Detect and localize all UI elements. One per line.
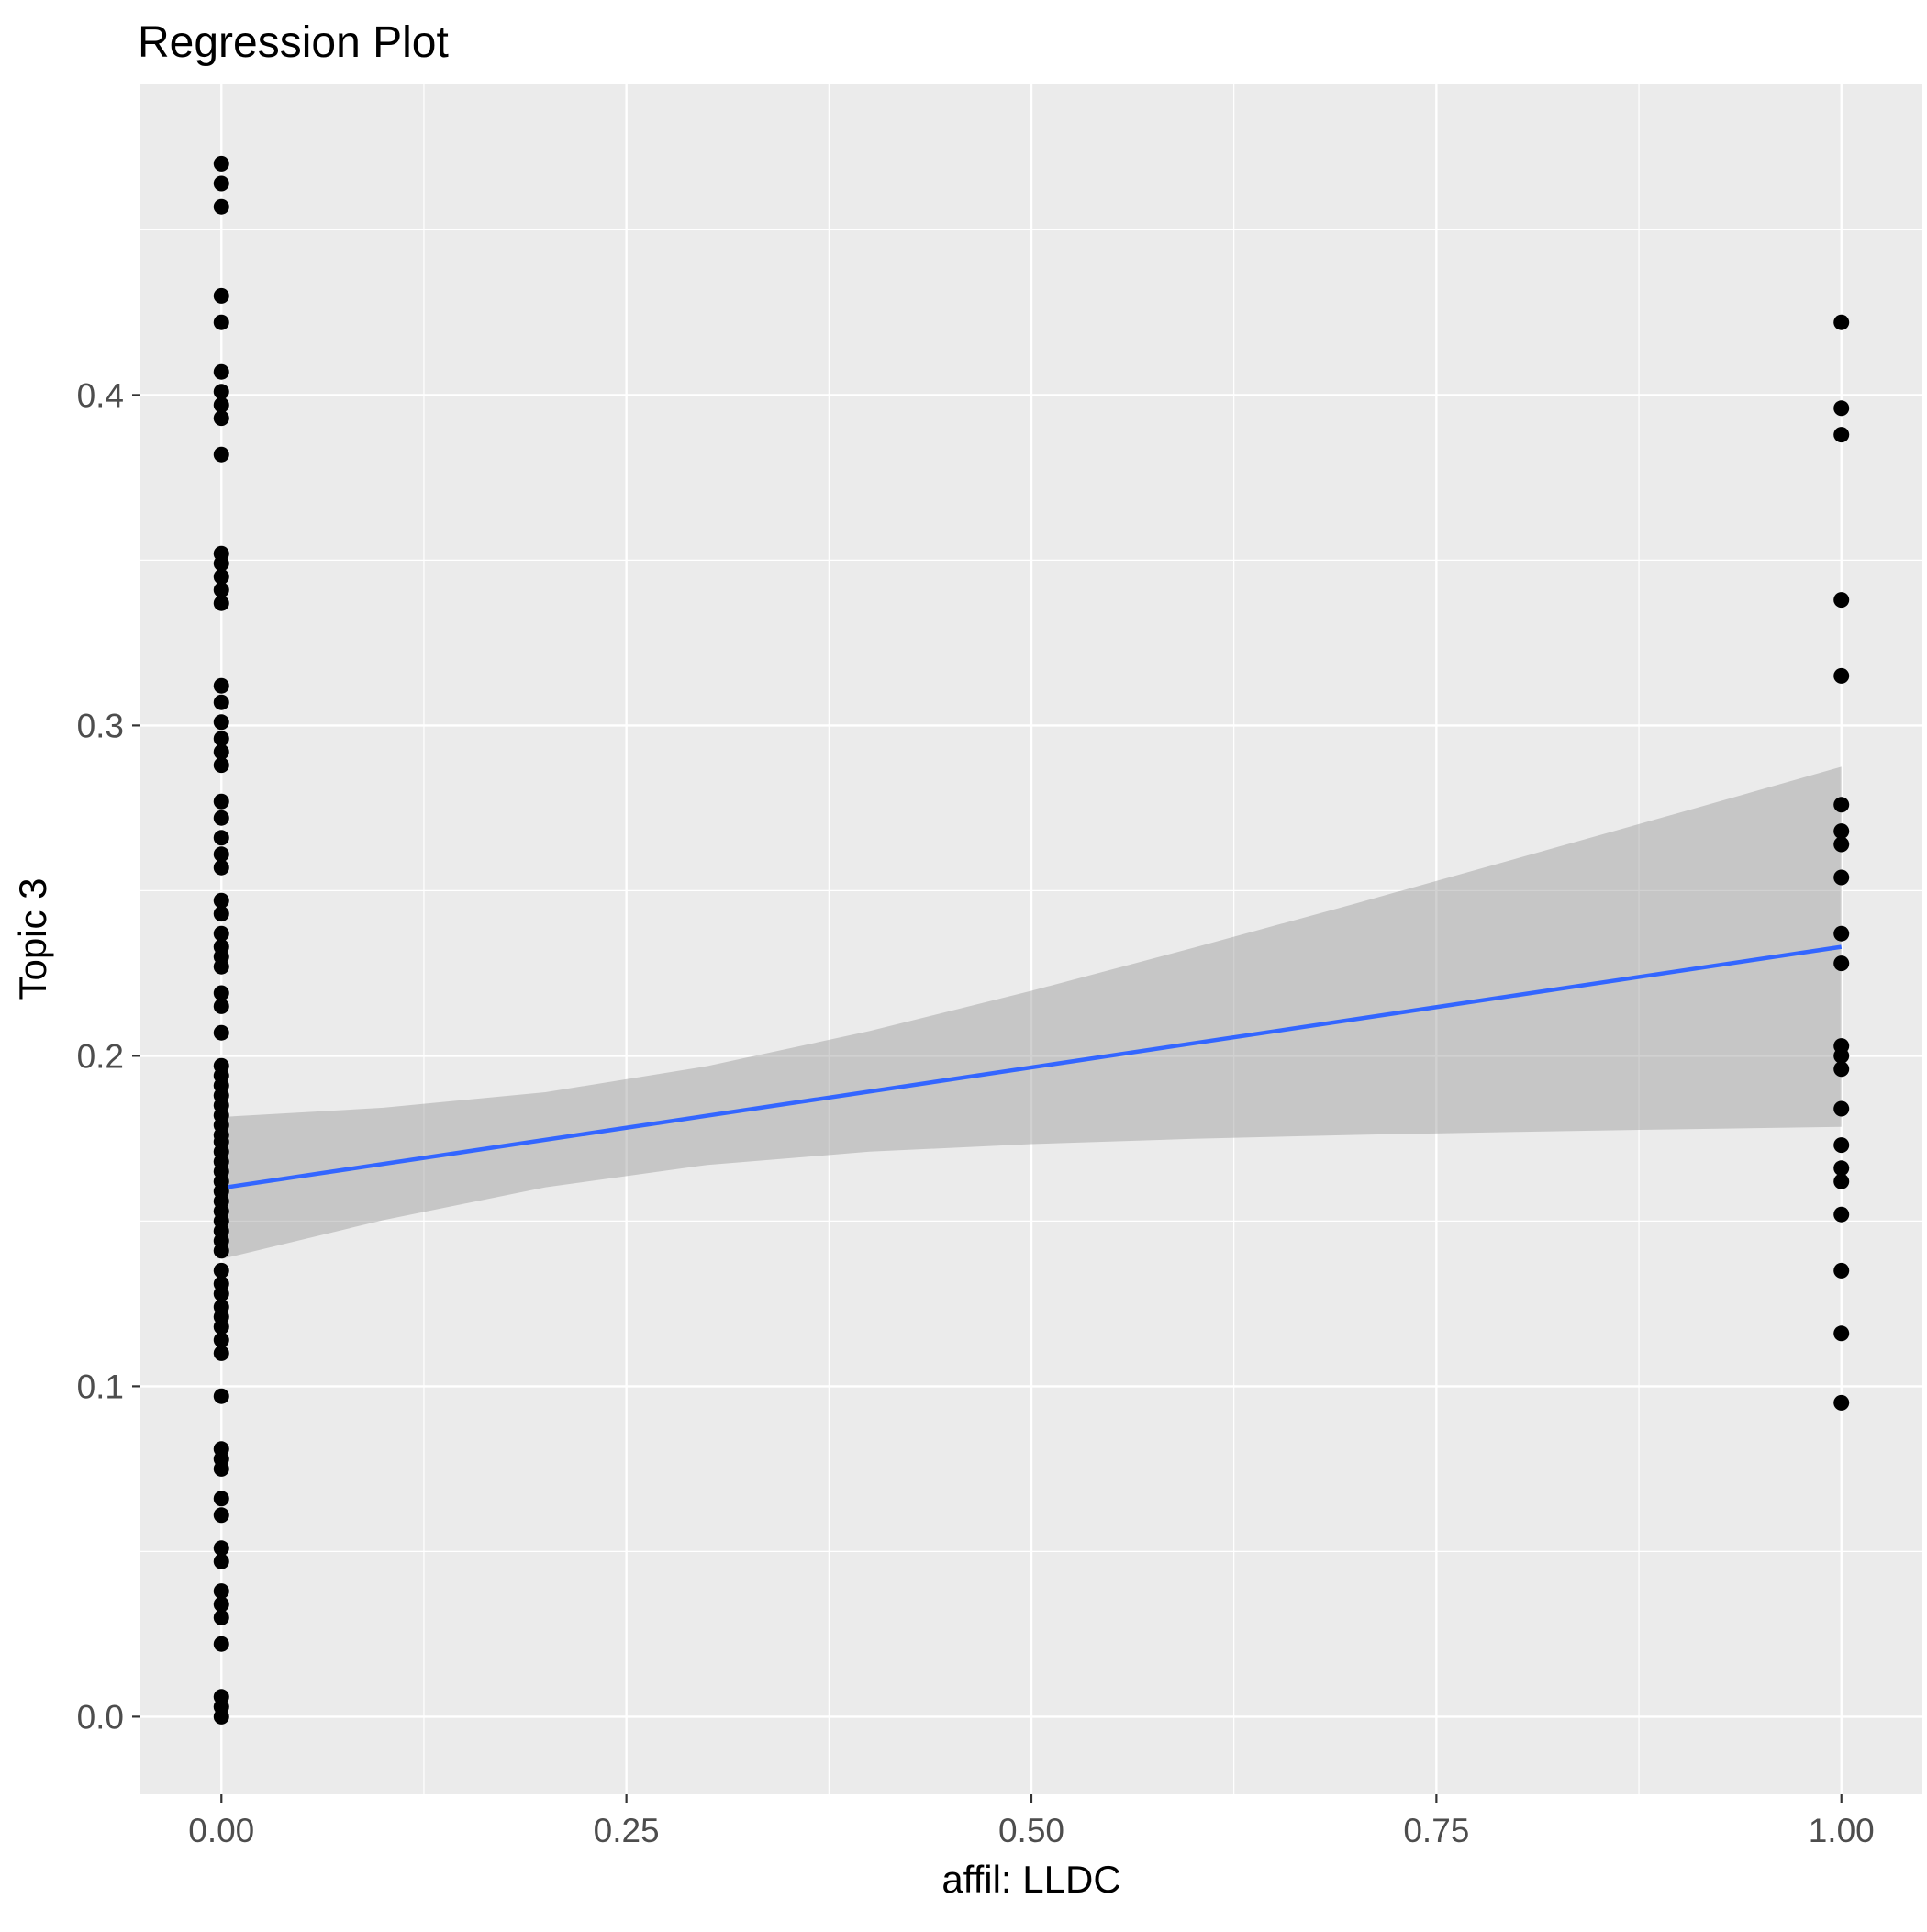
plot-title: Regression Plot (138, 18, 449, 67)
data-point (1833, 823, 1850, 840)
x-tick-label: 0.00 (188, 1812, 254, 1849)
data-point (1833, 925, 1850, 942)
data-point (1833, 1173, 1850, 1189)
y-tick-label: 0.1 (77, 1368, 124, 1405)
data-point (1833, 1160, 1850, 1177)
data-point (213, 1319, 229, 1335)
data-point (213, 694, 229, 710)
data-point (213, 714, 229, 731)
regression-line (220, 944, 1843, 1190)
data-point (213, 410, 229, 427)
data-point (213, 1460, 229, 1477)
data-point (213, 810, 229, 826)
data-point (1833, 427, 1850, 443)
data-point (213, 384, 229, 400)
data-point (213, 731, 229, 747)
x-tick-label: 0.50 (998, 1812, 1064, 1849)
data-point (1833, 1262, 1850, 1279)
data-point (213, 1286, 229, 1302)
data-point (213, 985, 229, 1001)
data-point (1833, 1325, 1850, 1342)
data-point (213, 998, 229, 1014)
data-point (213, 743, 229, 760)
y-axis-title: Topic 3 (11, 877, 54, 1000)
data-point (1833, 400, 1850, 417)
data-point (213, 363, 229, 380)
data-point (1833, 1137, 1850, 1154)
data-point (1833, 836, 1850, 853)
y-tick-label: 0.2 (77, 1037, 124, 1075)
data-point (213, 582, 229, 598)
data-point (213, 958, 229, 975)
data-point (1833, 1100, 1850, 1117)
data-point (1833, 955, 1850, 972)
data-point (213, 1540, 229, 1557)
data-point (213, 1491, 229, 1507)
data-point (213, 396, 229, 413)
data-point (213, 757, 229, 774)
data-point (213, 595, 229, 611)
data-point (213, 925, 229, 942)
x-tick-label: 1.00 (1809, 1812, 1875, 1849)
data-point (1833, 1047, 1850, 1064)
data-point (1833, 797, 1850, 813)
data-point (213, 1609, 229, 1625)
x-tick-label: 0.25 (594, 1812, 660, 1849)
y-tick-label: 0.4 (77, 376, 124, 414)
data-point (1833, 592, 1850, 609)
panel-layer (140, 84, 1922, 1794)
data-point (213, 1345, 229, 1361)
data-point (213, 1243, 229, 1259)
data-point (213, 1388, 229, 1404)
data-point (213, 198, 229, 215)
data-point (213, 892, 229, 909)
data-point (213, 155, 229, 172)
data-point (213, 793, 229, 810)
data-point (1833, 667, 1850, 684)
data-point (213, 1708, 229, 1725)
y-tick-label: 0.0 (77, 1698, 124, 1736)
data-point (213, 1024, 229, 1041)
data-point (213, 314, 229, 330)
data-point (213, 287, 229, 304)
data-point (213, 677, 229, 694)
data-point (1833, 869, 1850, 886)
data-point (213, 1583, 229, 1600)
data-point (213, 1553, 229, 1569)
data-point (213, 555, 229, 572)
data-point (1833, 1061, 1850, 1078)
data-point (213, 1507, 229, 1524)
data-point (1833, 314, 1850, 330)
data-point (1833, 1394, 1850, 1411)
data-point (213, 830, 229, 846)
data-point (213, 859, 229, 876)
data-point (213, 1636, 229, 1652)
data-point (213, 446, 229, 463)
x-axis-title: affil: LLDC (941, 1858, 1120, 1901)
y-tick-label: 0.3 (77, 707, 124, 744)
confidence-band (221, 766, 1842, 1259)
data-point (1833, 1206, 1850, 1223)
data-point (213, 1596, 229, 1613)
data-point (213, 906, 229, 922)
data-point (213, 846, 229, 863)
data-point (213, 1332, 229, 1348)
x-tick-label: 0.75 (1403, 1812, 1469, 1849)
axes-layer: 0.00 0.25 0.50 0.75 1.00 0.0 0.1 0.2 0.3 0.4 (77, 376, 1875, 1849)
data-point (213, 175, 229, 192)
data-point (213, 568, 229, 585)
data-point (213, 1262, 229, 1279)
